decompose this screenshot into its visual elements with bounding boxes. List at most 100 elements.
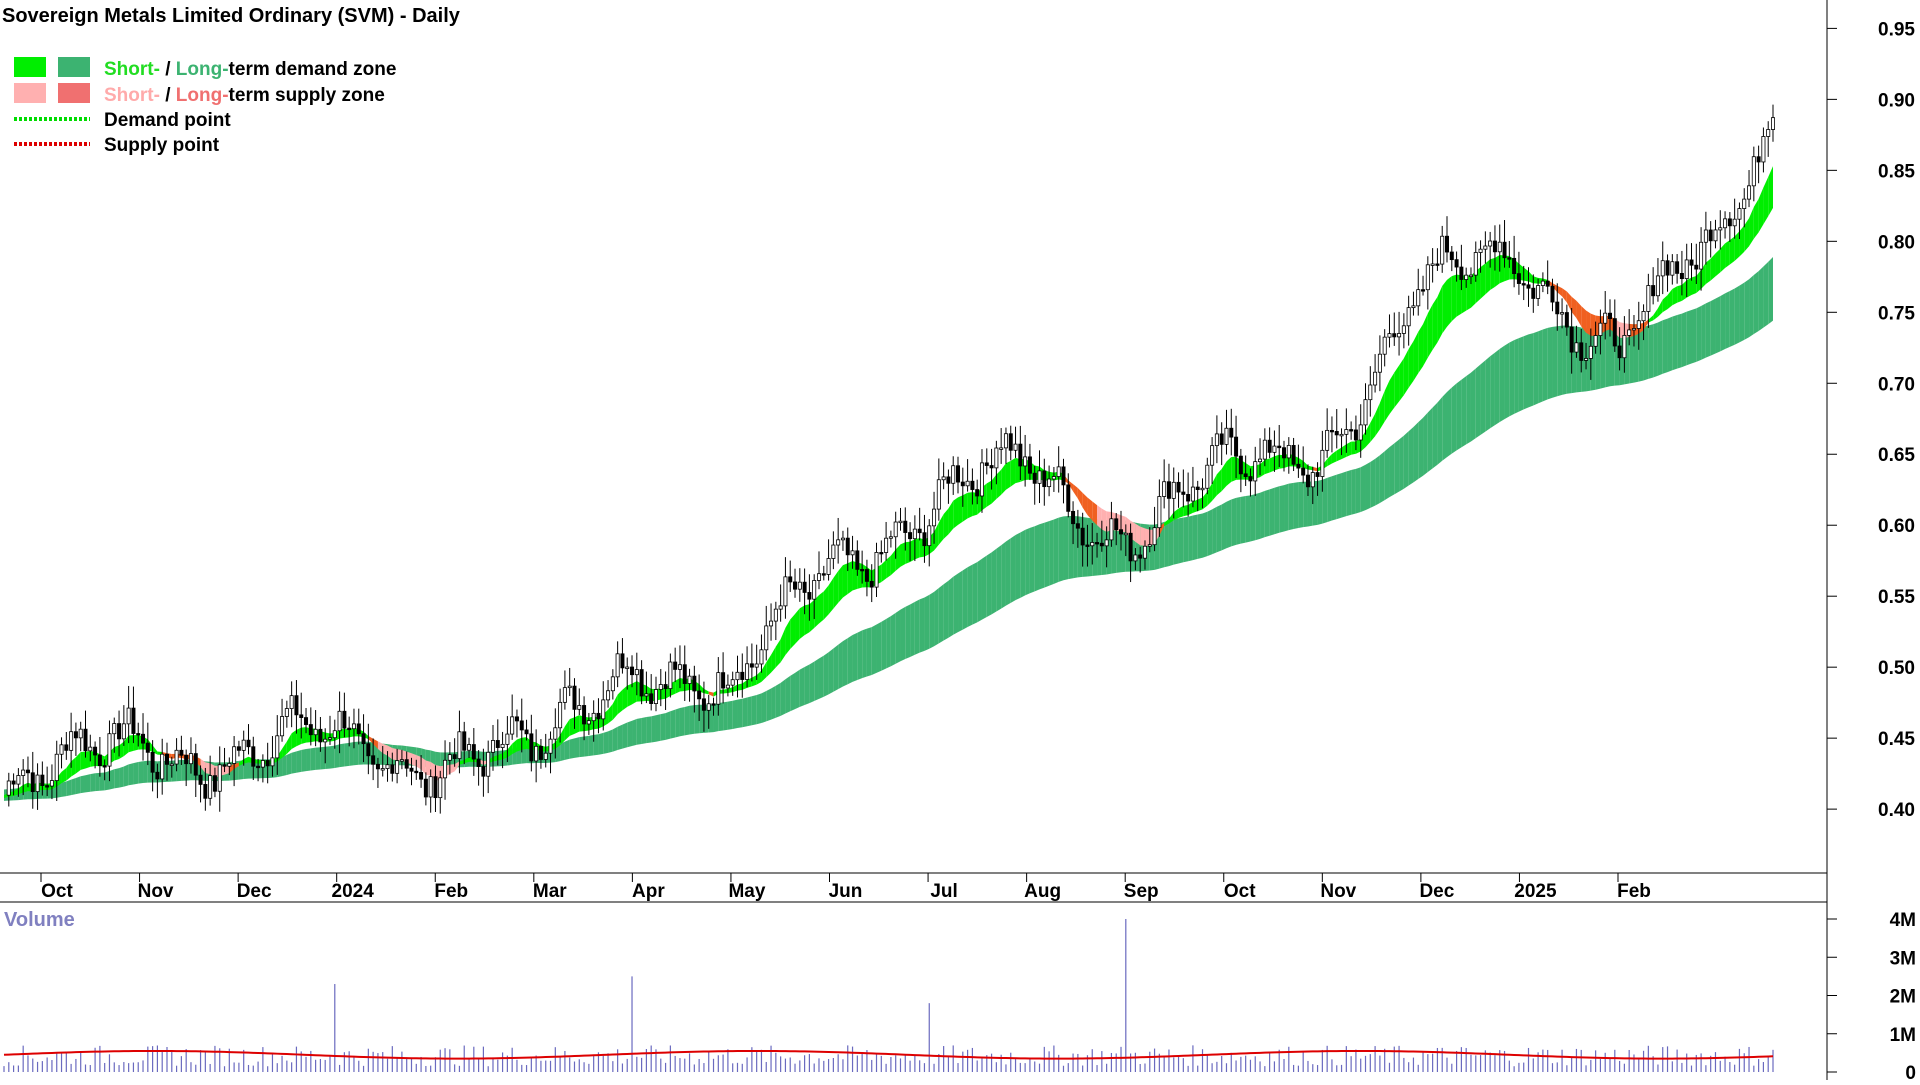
short-term-demand-zone-segment	[660, 688, 666, 700]
candle-body	[1703, 229, 1708, 243]
short-term-demand-zone-segment	[1729, 236, 1735, 265]
candle-body	[730, 679, 735, 686]
long-term-demand-zone-segment	[1734, 285, 1740, 345]
date-tick-label: Oct	[1224, 881, 1256, 902]
candle-body	[462, 731, 467, 751]
candle-body	[141, 733, 146, 744]
short-term-demand-zone-segment	[1375, 402, 1380, 437]
candles-layer	[6, 104, 1776, 814]
candle-body	[1315, 472, 1320, 477]
candle-body	[759, 649, 764, 665]
long-term-demand-zone-segment	[1379, 451, 1385, 503]
candle-body	[256, 765, 261, 769]
long-term-demand-zone-segment	[948, 576, 954, 638]
long-term-demand-zone-segment	[1049, 519, 1054, 586]
price-tick-label: 0.95	[1878, 19, 1915, 40]
long-term-demand-zone-segment	[1226, 499, 1232, 549]
long-term-demand-zone-segment	[1633, 327, 1639, 383]
candle-body	[337, 710, 342, 732]
long-term-demand-zone-segment	[866, 627, 872, 677]
long-term-demand-zone-segment	[747, 696, 752, 727]
short-term-demand-zone-segment	[277, 748, 283, 762]
short-term-demand-zone-segment	[569, 717, 575, 736]
short-term-demand-zone-segment	[847, 560, 853, 595]
candle-body	[30, 772, 35, 793]
long-term-demand-zone-segment	[1375, 455, 1380, 506]
candle-body	[1627, 329, 1632, 336]
candle-body	[1190, 486, 1195, 502]
short-term-demand-zone-segment	[291, 729, 297, 750]
short-term-demand-zone-segment	[1346, 441, 1352, 457]
long-term-demand-zone-segment	[953, 573, 959, 635]
short-term-demand-zone-segment	[1705, 258, 1711, 284]
long-term-demand-zone-segment	[593, 734, 599, 756]
long-term-demand-zone-segment	[1240, 496, 1246, 544]
candle-body	[1219, 433, 1224, 445]
long-term-demand-zone-segment	[1250, 494, 1256, 542]
short-term-demand-zone-segment	[1173, 508, 1179, 521]
long-term-demand-zone-segment	[1034, 524, 1040, 592]
candle-body	[1229, 427, 1234, 438]
long-term-demand-zone-segment	[1643, 325, 1649, 381]
candle-body	[625, 666, 630, 669]
long-term-demand-zone-segment	[90, 773, 96, 792]
candle-body	[481, 766, 486, 777]
candle-body	[505, 733, 510, 745]
candle-body	[1162, 481, 1167, 497]
price-tick-label: 0.65	[1878, 445, 1915, 466]
volume-axis: 4M 3M 2M 1M 0	[1827, 910, 1916, 1084]
candle-body	[495, 740, 500, 748]
candle-body	[807, 592, 812, 600]
candle-body	[701, 698, 706, 711]
short-term-demand-zone-segment	[1749, 207, 1754, 247]
long-term-demand-zone-segment	[996, 545, 1002, 612]
long-term-demand-zone-segment	[1044, 521, 1050, 588]
candle-body	[1502, 241, 1507, 259]
long-term-demand-zone-segment	[1015, 532, 1021, 601]
long-term-demand-zone-segment	[675, 707, 680, 738]
long-term-demand-zone-segment	[919, 597, 925, 653]
long-term-demand-zone-segment	[1322, 477, 1328, 524]
long-term-demand-zone-segment	[1389, 443, 1395, 498]
candle-body	[596, 712, 601, 720]
long-term-demand-zone-segment	[1557, 325, 1563, 397]
candle-body	[1651, 285, 1656, 297]
long-term-demand-zone-segment	[1523, 334, 1529, 410]
long-term-demand-zone-segment	[1183, 516, 1189, 563]
candle-body	[93, 746, 98, 756]
candle-body	[1382, 336, 1387, 355]
long-term-demand-zone-segment	[1255, 492, 1261, 541]
candle-body	[227, 763, 232, 767]
long-term-demand-zone-segment	[1475, 364, 1481, 439]
candle-body	[385, 764, 390, 769]
candle-body	[960, 481, 965, 487]
short-term-demand-zone-segment	[243, 756, 249, 764]
short-term-supply-zone-segment	[454, 761, 460, 772]
long-term-demand-zone-segment	[910, 601, 915, 657]
date-tick-label: Oct	[41, 881, 73, 902]
short-term-demand-zone-segment	[1499, 255, 1505, 284]
candle-body	[1109, 518, 1114, 541]
candle-body	[1128, 532, 1133, 562]
long-term-demand-zone-segment	[895, 609, 901, 664]
long-term-demand-zone-segment	[104, 770, 110, 791]
candle-body	[1747, 185, 1752, 200]
long-term-demand-zone-segment	[708, 704, 714, 733]
candle-body	[630, 666, 635, 676]
candle-body	[1339, 433, 1344, 437]
short-term-demand-zone-segment	[1672, 286, 1678, 306]
candle-body	[1334, 431, 1339, 436]
long-term-demand-zone-segment	[1768, 256, 1773, 325]
long-term-demand-zone-segment	[1490, 352, 1495, 429]
candle-body	[174, 749, 179, 765]
short-term-demand-zone-segment	[1710, 253, 1716, 281]
short-term-demand-zone-segment	[833, 571, 839, 609]
candle-body	[73, 731, 78, 739]
short-term-demand-zone-segment	[814, 595, 819, 628]
candle-body	[490, 740, 495, 753]
candle-body	[994, 447, 999, 469]
long-term-demand-zone-segment	[579, 736, 585, 758]
long-term-demand-zone-segment	[1538, 329, 1543, 404]
long-term-demand-zone-segment	[75, 776, 81, 795]
long-term-demand-zone-segment	[1063, 515, 1069, 581]
